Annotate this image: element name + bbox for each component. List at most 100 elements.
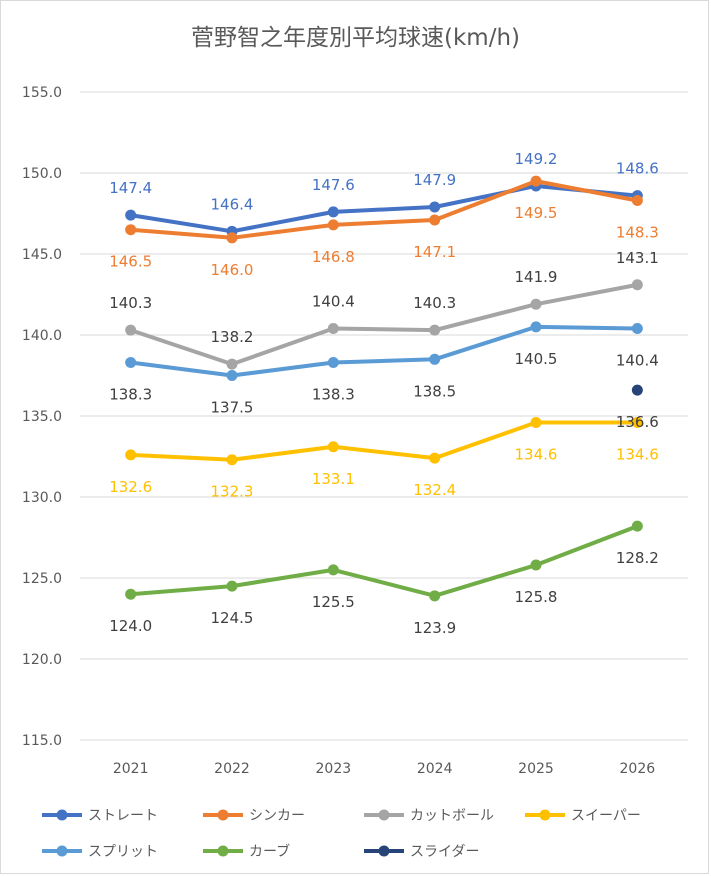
data-label: 132.4	[413, 481, 456, 499]
data-label: 137.5	[211, 399, 254, 417]
y-tick-label: 140.0	[22, 328, 62, 344]
data-point	[226, 370, 238, 381]
data-label: 132.3	[211, 483, 254, 501]
data-point	[631, 323, 643, 335]
data-labels: 147.4 146.4 147.6 147.9 149.2 148.6 146.5 146.0…	[109, 150, 659, 637]
data-label: 134.6	[515, 445, 558, 463]
data-point	[631, 520, 643, 532]
data-point	[530, 175, 542, 187]
data-point	[327, 357, 339, 369]
data-point	[631, 195, 643, 207]
data-label: 140.4	[616, 352, 659, 370]
data-point	[327, 219, 339, 231]
data-label: 124.5	[211, 609, 254, 627]
data-label: 138.5	[413, 382, 456, 400]
data-point	[327, 564, 339, 576]
data-point	[125, 357, 137, 369]
data-point	[226, 358, 238, 370]
y-tick-label: 120.0	[22, 652, 62, 668]
data-point	[327, 441, 339, 453]
data-label: 140.5	[515, 350, 558, 368]
data-label: 146.0	[211, 261, 254, 279]
data-point	[429, 452, 441, 464]
x-tick-label: 2023	[316, 761, 352, 777]
x-tick-label: 2022	[214, 761, 250, 777]
legend-label: スイーパー	[571, 808, 641, 824]
legend-label: ストレート	[88, 808, 158, 824]
data-point	[530, 416, 542, 428]
series-line	[128, 183, 640, 234]
data-point	[125, 449, 137, 461]
data-label: 147.6	[312, 176, 355, 194]
x-tick-label: 2025	[518, 761, 554, 777]
x-tick-label: 2026	[620, 761, 656, 777]
data-label: 140.3	[413, 294, 456, 312]
data-point	[429, 590, 441, 602]
legend-swatch-marker	[217, 809, 229, 821]
legend-label: シンカー	[249, 808, 305, 824]
series-line	[128, 420, 640, 462]
y-axis: 115.0 120.0 125.0 130.0 135.0 140.0 145.0 150.0…	[22, 85, 62, 749]
data-point	[429, 214, 441, 226]
data-label: 149.2	[515, 150, 558, 168]
y-tick-label: 145.0	[22, 247, 62, 263]
data-point	[429, 324, 441, 336]
data-point	[631, 416, 643, 428]
data-point	[530, 559, 542, 571]
data-point	[327, 323, 339, 335]
data-label: 148.6	[616, 160, 659, 178]
x-tick-label: 2021	[113, 761, 149, 777]
data-label: 140.3	[109, 294, 152, 312]
legend-label: カットボール	[410, 808, 494, 824]
data-point	[226, 454, 238, 466]
data-point	[226, 580, 238, 592]
data-point	[125, 588, 137, 600]
y-tick-label: 150.0	[22, 166, 62, 182]
data-label: 147.1	[413, 243, 456, 261]
series-line	[128, 524, 640, 598]
data-label: 138.2	[211, 328, 254, 346]
legend-label: スプリット	[88, 844, 158, 860]
series-group	[125, 175, 643, 602]
legend-label: カーブ	[249, 843, 290, 860]
data-label: 138.3	[109, 386, 152, 404]
y-tick-label: 130.0	[22, 490, 62, 506]
y-tick-label: 155.0	[22, 85, 62, 101]
data-point	[327, 206, 339, 218]
y-tick-label: 125.0	[22, 571, 62, 587]
data-point	[631, 384, 643, 396]
legend-swatch-marker	[56, 845, 68, 857]
x-axis: 2021 2022 2023 2024 2025 2026	[113, 761, 655, 777]
legend-label: スライダー	[410, 844, 479, 860]
data-point	[631, 279, 643, 291]
data-label: 136.6	[616, 413, 659, 431]
legend-swatch-marker	[378, 845, 390, 857]
data-label: 138.3	[312, 386, 355, 404]
data-label: 148.3	[616, 224, 659, 242]
y-tick-label: 115.0	[22, 733, 62, 749]
legend-swatch-marker	[539, 809, 551, 821]
data-point	[530, 321, 542, 333]
x-tick-label: 2024	[417, 761, 453, 777]
data-point	[125, 324, 137, 336]
data-label: 146.4	[211, 195, 254, 213]
data-label: 147.4	[109, 179, 152, 197]
legend-swatch-marker	[217, 845, 229, 857]
data-label: 146.5	[109, 253, 152, 271]
data-label: 146.8	[312, 248, 355, 266]
data-point	[125, 209, 137, 221]
series-line	[128, 324, 640, 378]
data-label: 125.5	[312, 593, 355, 611]
data-label: 149.5	[515, 204, 558, 222]
data-point	[429, 353, 441, 365]
data-label: 133.1	[312, 470, 355, 488]
series-line	[128, 179, 640, 240]
y-tick-label: 135.0	[22, 409, 62, 425]
legend-swatch-marker	[56, 809, 68, 821]
data-point	[125, 224, 137, 236]
chart-title: 菅野智之年度別平均球速(km/h)	[191, 25, 520, 51]
data-point	[226, 232, 238, 244]
data-label: 132.6	[109, 478, 152, 496]
data-label: 143.1	[616, 249, 659, 267]
data-label: 123.9	[413, 619, 456, 637]
